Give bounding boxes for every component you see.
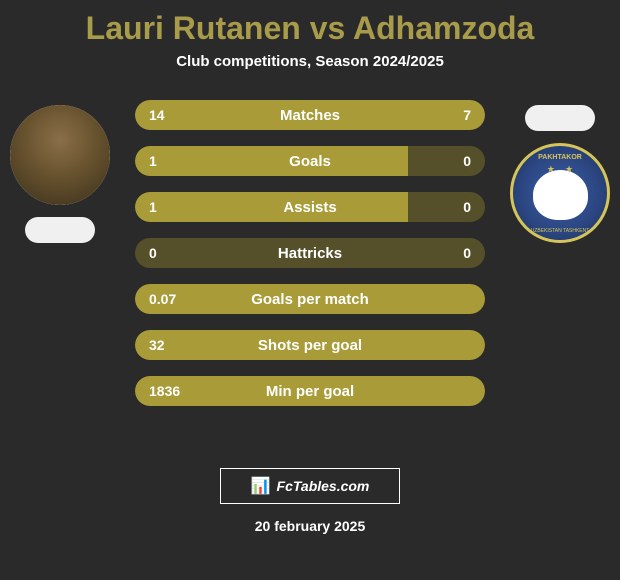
stat-left-value: 0	[149, 245, 157, 261]
stat-row: 1836 Min per goal	[135, 376, 485, 406]
chart-icon: 📊	[251, 476, 271, 496]
stats-bars: 14 Matches 7 1 Goals 0 1 Assists 0 0 Hattricks 0 0.0…	[135, 100, 485, 422]
subtitle: Club competitions, Season 2024/2025	[0, 53, 620, 70]
footer-date: 20 february 2025	[0, 518, 620, 534]
stat-left-value: 1	[149, 199, 157, 215]
player-right-club-badge: PAKHTAKOR ★ ★ UZBEKISTAN TASHKENT	[510, 143, 610, 243]
stat-left-fill	[135, 146, 408, 176]
comparison-content: PAKHTAKOR ★ ★ UZBEKISTAN TASHKENT 14 Matc…	[0, 100, 620, 460]
stat-right-value: 0	[463, 245, 471, 261]
stat-left-fill	[135, 192, 408, 222]
stat-left-value: 32	[149, 337, 165, 353]
stat-row: 32 Shots per goal	[135, 330, 485, 360]
stat-row: 0.07 Goals per match	[135, 284, 485, 314]
avatar-placeholder-icon	[10, 105, 110, 205]
stat-row: 1 Goals 0	[135, 146, 485, 176]
stat-row: 14 Matches 7	[135, 100, 485, 130]
stat-label: Assists	[283, 199, 336, 216]
stat-row: 1 Assists 0	[135, 192, 485, 222]
stat-label: Matches	[280, 107, 340, 124]
page-title: Lauri Rutanen vs Adhamzoda	[0, 0, 620, 47]
stat-left-value: 1836	[149, 383, 180, 399]
footer-brand-box: 📊 FcTables.com	[220, 468, 400, 504]
stat-label: Hattricks	[278, 245, 342, 262]
stat-row: 0 Hattricks 0	[135, 238, 485, 268]
stat-right-value: 7	[463, 107, 471, 123]
player-right-panel: PAKHTAKOR ★ ★ UZBEKISTAN TASHKENT	[510, 105, 610, 243]
club-badge-subtitle: UZBEKISTAN TASHKENT	[531, 228, 590, 234]
player-left-flag	[25, 217, 95, 243]
stat-left-value: 1	[149, 153, 157, 169]
stat-label: Min per goal	[266, 383, 354, 400]
player-left-panel	[10, 105, 110, 243]
stat-left-value: 0.07	[149, 291, 176, 307]
club-badge-inner-icon	[533, 170, 588, 220]
stat-label: Shots per goal	[258, 337, 362, 354]
stat-label: Goals	[289, 153, 331, 170]
footer-brand-text: FcTables.com	[277, 478, 370, 494]
player-left-avatar	[10, 105, 110, 205]
club-badge-name: PAKHTAKOR	[538, 154, 582, 161]
stat-right-value: 0	[463, 199, 471, 215]
stat-right-value: 0	[463, 153, 471, 169]
stat-left-value: 14	[149, 107, 165, 123]
stat-label: Goals per match	[251, 291, 369, 308]
player-right-flag	[525, 105, 595, 131]
